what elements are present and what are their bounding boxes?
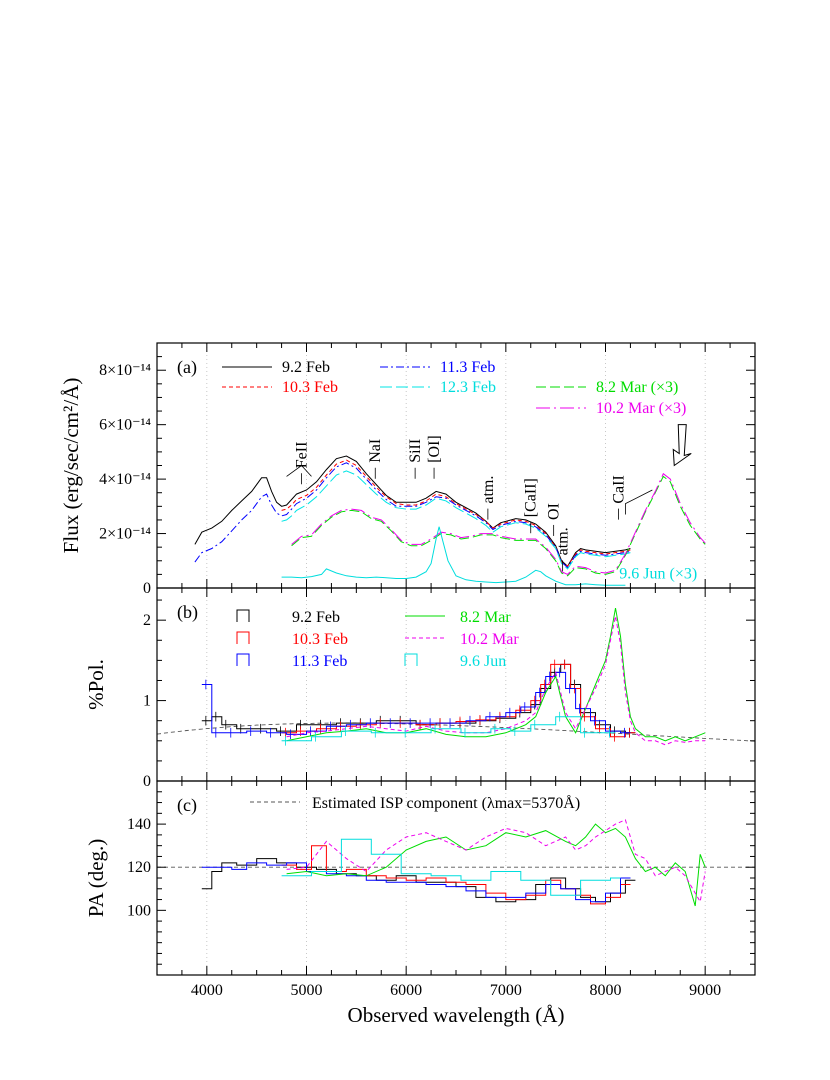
legend-label: 8.2 Mar (×3): [596, 379, 678, 396]
flux-series-line: [291, 472, 706, 575]
y-tick-label: 120: [127, 859, 151, 876]
legend-label: 9.6 Jun: [460, 653, 506, 670]
flux-series-line: [281, 526, 626, 586]
line-id-label: atm.: [480, 476, 497, 504]
panel-tag: (a): [177, 357, 197, 378]
y-tick-label: 0: [143, 773, 151, 790]
isp-legend-label: Estimated ISP component (λmax=5370Å): [312, 794, 580, 812]
panel-tag: (b): [177, 602, 198, 623]
line-id-label: CaII: [610, 475, 627, 503]
legend-marker: [236, 609, 250, 622]
feii-wedge: [286, 464, 312, 477]
x-tick-label: 8000: [590, 982, 622, 999]
legend-label: 8.2 Mar: [460, 609, 511, 626]
legend-label: 10.3 Feb: [292, 631, 348, 648]
series-layer: [156, 455, 756, 907]
legend-marker: [236, 631, 250, 644]
line-id-label: SiII: [407, 439, 424, 463]
line-id-label: NaI: [367, 439, 384, 463]
line-id-label: [CaII]: [523, 478, 540, 517]
panel-tag: (c): [177, 795, 197, 816]
isp-polarization-curve: [156, 722, 756, 742]
pa-series-line: [281, 838, 621, 896]
x-tick-label: 6000: [390, 982, 422, 999]
legend-label: 12.3 Feb: [440, 379, 496, 396]
y-tick-label: 1: [143, 693, 151, 710]
polarization-series-line: [201, 663, 636, 734]
legend-marker: [404, 653, 418, 666]
legend-label: 11.3 Feb: [440, 359, 495, 376]
pa-series-line: [201, 862, 631, 903]
y-tick-label: 140: [127, 816, 151, 833]
y-tick-label: 2: [143, 612, 151, 629]
y-tick-label: 100: [127, 902, 151, 919]
line-id-label: FeII: [294, 442, 311, 469]
panel-frame: [156, 780, 756, 976]
grid-layer: [206, 343, 706, 975]
frame-layer: [156, 342, 756, 976]
y-axis-title: PA (deg.): [84, 839, 108, 918]
flux-series-line: [194, 455, 631, 567]
x-axis-title: Observed wavelength (Å): [348, 1003, 565, 1027]
legend-label: 11.3 Feb: [292, 653, 347, 670]
y-axis-title: %Pol.: [84, 659, 108, 710]
y-tick-label: 4×10⁻¹⁴: [99, 471, 151, 488]
y-tick-label: 0: [143, 580, 151, 597]
flux-series-line: [281, 459, 631, 567]
legend-label: 10.2 Mar (×3): [596, 400, 686, 417]
flux-series-line: [281, 470, 631, 570]
y-tick-label: 2×10⁻¹⁴: [99, 526, 151, 543]
polarization-series-line: [201, 671, 631, 735]
x-tick-label: 4000: [191, 982, 223, 999]
legend-label: 9.2 Feb: [292, 609, 340, 626]
line-id-label: atm.: [555, 527, 572, 555]
line-id-label: OI: [546, 503, 563, 520]
panel-frame: [156, 587, 756, 782]
pa-series-line: [286, 819, 706, 904]
y-tick-label: 8×10⁻¹⁴: [99, 362, 151, 379]
legend-marker: [236, 653, 250, 666]
y-axis-title: Flux (erg/sec/cm²/Å): [59, 378, 83, 554]
caii-arrow-icon: [672, 424, 692, 467]
legend-label: 9.2 Feb: [282, 359, 330, 376]
legend-label: 10.3 Feb: [282, 379, 338, 396]
text-layer: 0 2×10⁻¹⁴ 4×10⁻¹⁴ 6×10⁻¹⁴ 8×10⁻¹⁴ (a) Flux (er…: [59, 357, 721, 1027]
x-tick-label: 9000: [689, 982, 721, 999]
series-annotation: 9.6 Jun (×3): [619, 565, 697, 582]
polarization-series-line: [281, 663, 636, 738]
x-tick-label: 5000: [291, 982, 323, 999]
x-tick-label: 7000: [490, 982, 522, 999]
line-id-label: [OI]: [426, 435, 443, 463]
caii-connector: [625, 489, 653, 515]
y-tick-label: 6×10⁻¹⁴: [99, 417, 151, 434]
legend-label: 10.2 Mar: [460, 631, 519, 648]
pa-series-line: [286, 823, 706, 907]
flux-series-line: [291, 475, 706, 577]
polarization-series-line: [286, 615, 706, 746]
flux-series-line: [194, 462, 631, 569]
